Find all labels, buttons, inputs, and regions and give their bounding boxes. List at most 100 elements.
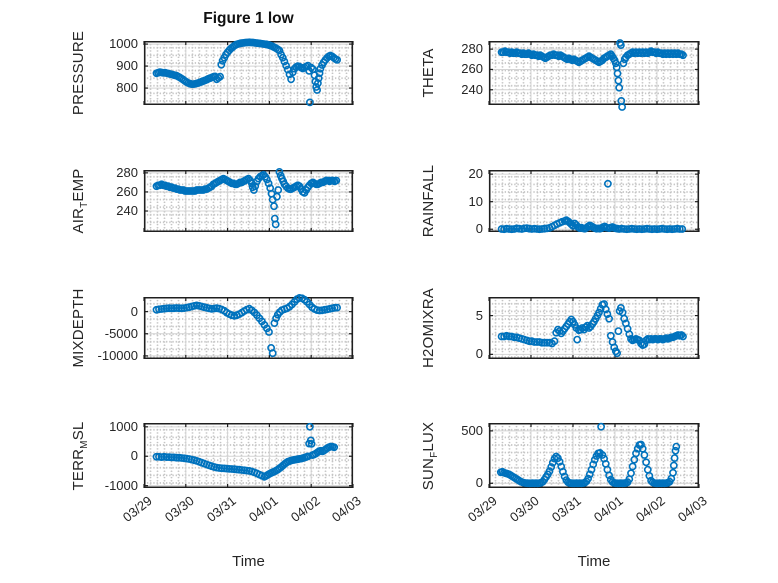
- plot-area-pressure: [143, 38, 354, 107]
- data-point: [271, 220, 280, 229]
- plot-area-terr-msl: [143, 422, 354, 488]
- data-point: [642, 458, 650, 467]
- axes-box: [144, 423, 353, 488]
- data-point: [552, 452, 561, 461]
- data-point: [263, 175, 271, 184]
- data-point: [167, 453, 176, 462]
- data-point: [590, 455, 599, 464]
- y-tick-label: 20: [468, 166, 483, 182]
- data-point: [645, 472, 654, 480]
- subplot-theta: THETA 240 260 280: [420, 39, 700, 111]
- data-point: [573, 335, 582, 344]
- data-point: [316, 64, 325, 73]
- x-tick-label: 04/01: [591, 493, 627, 525]
- y-tick-label: 0: [475, 475, 483, 491]
- y-tick-label: 0: [130, 303, 138, 319]
- data-point: [613, 69, 622, 78]
- axes-box: [489, 41, 699, 105]
- data-point: [287, 75, 295, 84]
- y-tick-label: 1000: [109, 418, 138, 434]
- y-tick-label: 0: [475, 346, 483, 362]
- data-point: [628, 462, 637, 471]
- data-point: [216, 72, 224, 81]
- data-point: [601, 305, 610, 314]
- y-axis-label-air-temp: AIRTEMP: [70, 168, 90, 233]
- data-point: [152, 452, 161, 461]
- data-point: [533, 338, 541, 346]
- x-tick-label: 04/02: [633, 493, 669, 525]
- y-tick-label: 240: [461, 81, 483, 97]
- ylabel-text: PRESSURE: [70, 30, 87, 116]
- y-tick-label: 280: [116, 164, 138, 180]
- data-point: [275, 168, 284, 176]
- data-point: [559, 467, 567, 476]
- data-point: [611, 59, 620, 68]
- data-point: [313, 79, 322, 88]
- data-point: [630, 455, 639, 464]
- subplot-terr-msl: TERRMSL -1000 0 1000 03/29 03/30 03/31 04/01 04…: [70, 419, 364, 525]
- subplot-air-temp: AIRTEMP 240 260 280: [70, 165, 354, 234]
- plot-area-mixdepth: [143, 294, 354, 359]
- data-point: [637, 440, 645, 449]
- data-point: [620, 314, 629, 323]
- x-tick-label: 04/01: [245, 493, 281, 525]
- data-point: [332, 176, 341, 185]
- y-tick-label: 5: [475, 307, 483, 323]
- chart-svg-h2omixra: [488, 297, 700, 359]
- y-axis-label-theta: THETA: [420, 48, 440, 97]
- ylabel-text: LUX: [420, 421, 437, 452]
- x-tick-label: 03/29: [465, 493, 501, 525]
- data-point: [333, 55, 341, 64]
- data-point: [567, 220, 576, 229]
- subplot-pressure: PRESSURE 800 900 1000: [70, 31, 354, 115]
- subplot-rainfall: RAINFALL 0 10 20: [420, 165, 700, 237]
- ylabel-text: H2OMIXRA: [420, 288, 437, 368]
- data-point: [217, 464, 226, 473]
- data-point: [613, 349, 622, 358]
- y-tick-label: -1000: [104, 477, 138, 493]
- data-point: [616, 41, 625, 49]
- data-point: [669, 461, 678, 470]
- axes-box: [489, 297, 699, 359]
- data-point: [640, 340, 649, 349]
- ylabel-text: THETA: [420, 48, 437, 98]
- data-point: [670, 454, 679, 462]
- chart-svg-air-temp: [143, 168, 354, 232]
- data-point: [525, 337, 534, 346]
- data-point: [643, 465, 652, 474]
- data-point: [616, 303, 625, 312]
- y-tick-label: -10000: [97, 347, 138, 363]
- plot-area-air-temp: [143, 168, 354, 232]
- axes-box: [144, 170, 353, 232]
- data-point: [627, 469, 635, 478]
- data-point: [584, 474, 592, 483]
- data-point: [671, 446, 680, 455]
- chart-svg-terr-msl: [143, 422, 354, 488]
- data-point: [264, 179, 273, 188]
- data-point: [175, 304, 183, 313]
- data-point: [280, 57, 289, 66]
- y-tick-label: 0: [130, 448, 138, 464]
- data-point: [530, 338, 539, 346]
- x-axis-label-right: Time: [577, 553, 611, 570]
- data-point: [162, 453, 171, 461]
- data-point: [614, 76, 623, 85]
- plot-area-theta: [488, 39, 700, 111]
- data-point: [265, 328, 273, 336]
- x-tick-label: 03/29: [120, 493, 156, 525]
- data-point: [679, 332, 687, 341]
- data-point: [679, 51, 687, 60]
- data-point: [270, 202, 278, 211]
- data-point: [605, 314, 613, 323]
- data-point: [543, 338, 551, 347]
- data-point: [270, 319, 279, 327]
- data-point: [632, 449, 640, 458]
- data-point: [305, 422, 314, 431]
- x-tick-label: 03/30: [507, 493, 543, 525]
- data-point: [589, 460, 598, 469]
- plot-area-sun-flux: [488, 422, 700, 488]
- data-point: [554, 454, 562, 462]
- data-point: [275, 46, 284, 55]
- data-point: [550, 337, 559, 346]
